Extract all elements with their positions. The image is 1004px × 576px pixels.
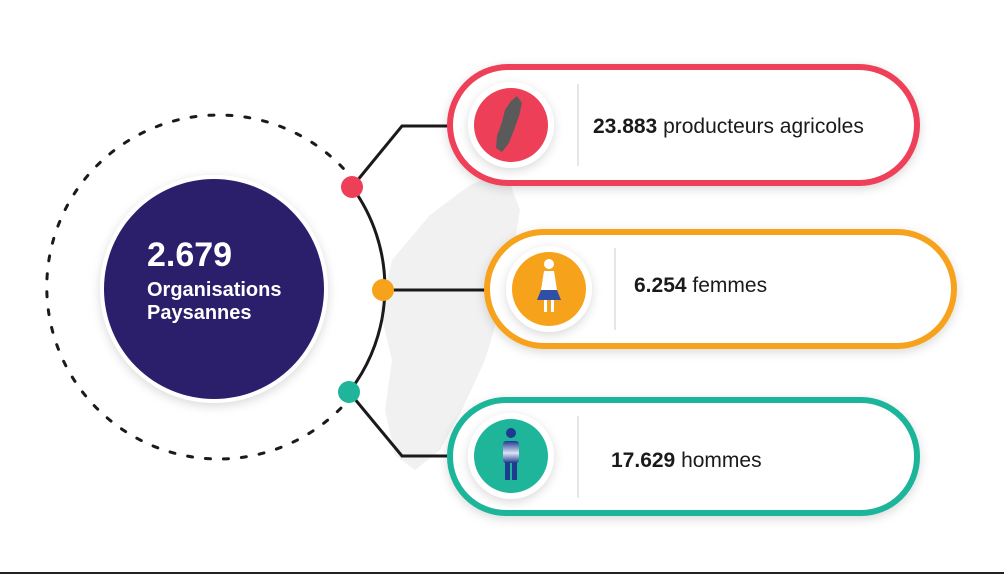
stat-value: 17.629 — [611, 449, 676, 472]
pill-1-divider — [577, 84, 579, 166]
pill-1 — [447, 64, 920, 186]
stat-label: femmes — [692, 274, 768, 297]
stat-value: 6.254 — [634, 274, 687, 297]
connector-line-3 — [347, 391, 452, 458]
node-orange — [372, 279, 394, 301]
node-teal — [338, 381, 360, 403]
hub-text: 2.679 Organisations Paysannes — [147, 236, 327, 325]
background-map-silhouette — [380, 170, 520, 470]
hub-circle — [104, 179, 324, 399]
madagascar-map-icon — [496, 96, 522, 152]
stat-label: hommes — [681, 449, 762, 472]
pill-2-divider — [614, 248, 616, 330]
stat-label: producteurs agricoles — [663, 115, 864, 138]
stat-value: 23.883 — [593, 115, 658, 138]
hub-label-line1: Organisations — [147, 279, 282, 302]
dotted-ring — [45, 113, 357, 461]
pill-3 — [447, 397, 920, 516]
pill-3-divider — [577, 416, 579, 498]
connector-line-1 — [350, 124, 452, 188]
hub-label-line2: Paysannes — [147, 302, 252, 325]
woman-icon — [537, 259, 561, 312]
man-icon — [503, 428, 519, 480]
bottom-rule — [0, 572, 1004, 574]
stat-producteurs: 23.883 producteurs agricoles — [593, 115, 864, 139]
node-red — [341, 176, 363, 198]
stat-hommes: 17.629 hommes — [611, 449, 762, 473]
hub-number: 2.679 — [147, 236, 233, 274]
pill-2 — [484, 229, 957, 349]
stat-femmes: 6.254 femmes — [634, 274, 767, 298]
